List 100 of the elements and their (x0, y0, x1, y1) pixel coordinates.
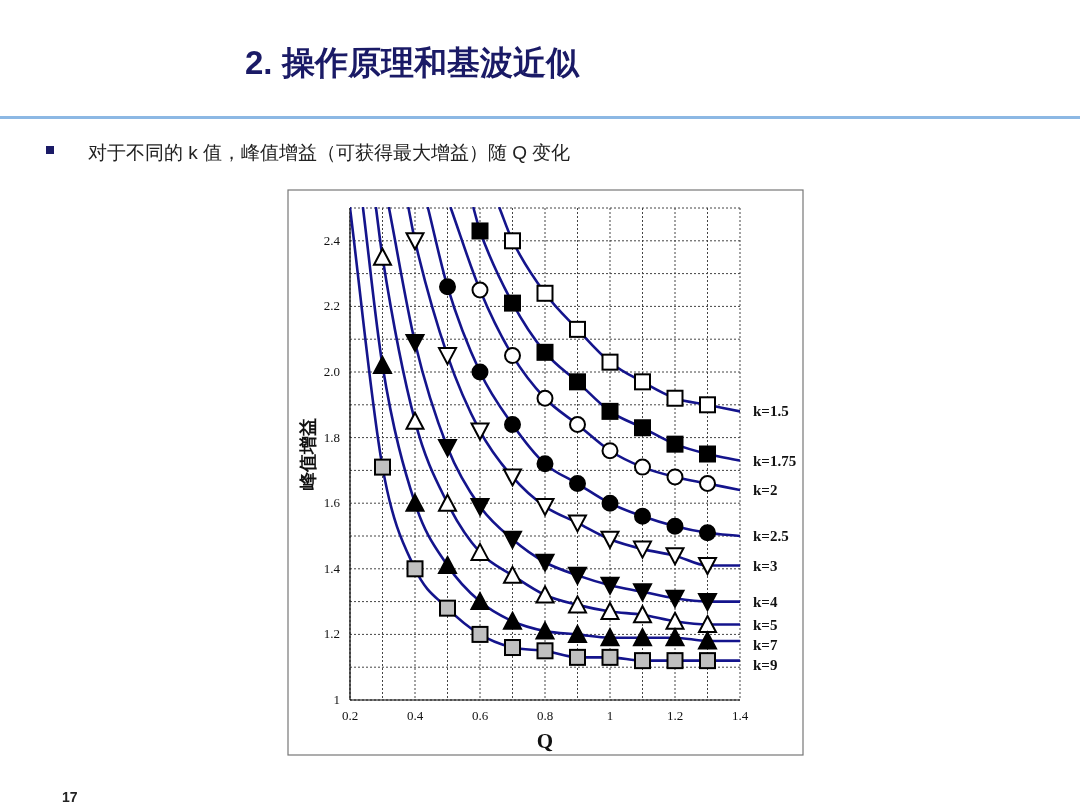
point (666, 468, 684, 486)
y-tick-label: 2.2 (323, 298, 340, 314)
series-label: k=9 (753, 656, 778, 673)
point (698, 557, 717, 576)
point (504, 347, 521, 365)
x-tick-label: 0.4 (406, 708, 424, 723)
point (699, 475, 716, 493)
point (601, 494, 619, 512)
point (568, 624, 587, 643)
series-label: k=3 (753, 557, 778, 574)
point (698, 631, 717, 650)
point (633, 540, 652, 559)
point (634, 458, 651, 476)
point (536, 455, 554, 473)
chart-subtitle: 对于不同的 k 值，峰值增益（可获得最大增益）随 Q 变化 (88, 142, 571, 163)
point (633, 628, 652, 647)
point (405, 232, 425, 251)
point (600, 601, 620, 620)
point (439, 599, 456, 617)
y-tick-label: 1.8 (323, 429, 340, 445)
point (439, 278, 456, 296)
point (665, 589, 685, 608)
point (438, 347, 457, 366)
point (503, 565, 522, 584)
line-series (449, 207, 740, 492)
point (568, 514, 587, 533)
point (569, 320, 586, 338)
point (666, 389, 684, 407)
point (601, 442, 619, 460)
point (373, 247, 392, 266)
point (666, 435, 684, 453)
x-tick-label: 1.2 (666, 708, 684, 723)
y-axis-title: 峰值增益 (298, 418, 318, 490)
point (536, 642, 554, 660)
point (634, 373, 651, 391)
x-axis-title: Q (536, 729, 554, 753)
point (536, 389, 554, 407)
point (600, 576, 620, 595)
point (634, 419, 651, 437)
point (634, 507, 651, 525)
point (504, 639, 521, 657)
point (438, 438, 457, 457)
series-label: k=7 (753, 636, 778, 653)
x-tick-label: 0.6 (471, 708, 489, 723)
point (699, 445, 716, 463)
x-tick-label: 1.4 (731, 708, 749, 723)
point (374, 458, 391, 476)
series-label: k=1.75 (753, 452, 797, 469)
point (503, 611, 522, 630)
point (438, 493, 457, 512)
text: 17 (62, 789, 78, 805)
point (405, 411, 425, 430)
point (438, 556, 457, 575)
point (600, 530, 620, 549)
point (699, 652, 716, 670)
point (699, 524, 716, 542)
point (536, 343, 554, 361)
y-tick-label: 2.0 (323, 364, 340, 379)
point (536, 284, 554, 302)
point (568, 566, 587, 585)
point (471, 281, 489, 299)
y-tick-label: 1 (333, 692, 340, 707)
point (471, 222, 489, 240)
point (471, 625, 489, 643)
series-label: k=2 (753, 482, 778, 499)
chart-title: 2. 操作原理和基波近似 (245, 44, 580, 81)
point (471, 363, 489, 381)
point (535, 553, 555, 572)
point (666, 652, 684, 670)
point (405, 333, 425, 352)
point (535, 585, 555, 604)
line-series (472, 207, 740, 462)
point (698, 615, 717, 634)
point (569, 475, 586, 493)
point (470, 422, 490, 441)
point (504, 415, 521, 433)
series-label: k=1.5 (753, 403, 789, 420)
point (601, 353, 619, 371)
point (698, 593, 717, 612)
point (470, 592, 490, 611)
x-tick-label: 1 (606, 708, 614, 723)
point (535, 497, 555, 516)
point (503, 530, 522, 549)
point (470, 497, 490, 516)
point (633, 583, 652, 602)
y-tick-label: 1.6 (323, 495, 341, 511)
point (569, 415, 586, 433)
point (633, 605, 652, 624)
point (535, 621, 555, 640)
series-label: k=4 (753, 593, 778, 610)
point (569, 648, 586, 666)
point (405, 493, 425, 512)
point (666, 517, 684, 535)
point (504, 294, 521, 312)
point (634, 652, 651, 670)
y-tick-label: 1.4 (323, 560, 341, 576)
y-tick-label: 2.4 (323, 232, 341, 248)
point (373, 355, 392, 374)
point (470, 542, 490, 561)
x-tick-label: 0.8 (536, 708, 554, 723)
